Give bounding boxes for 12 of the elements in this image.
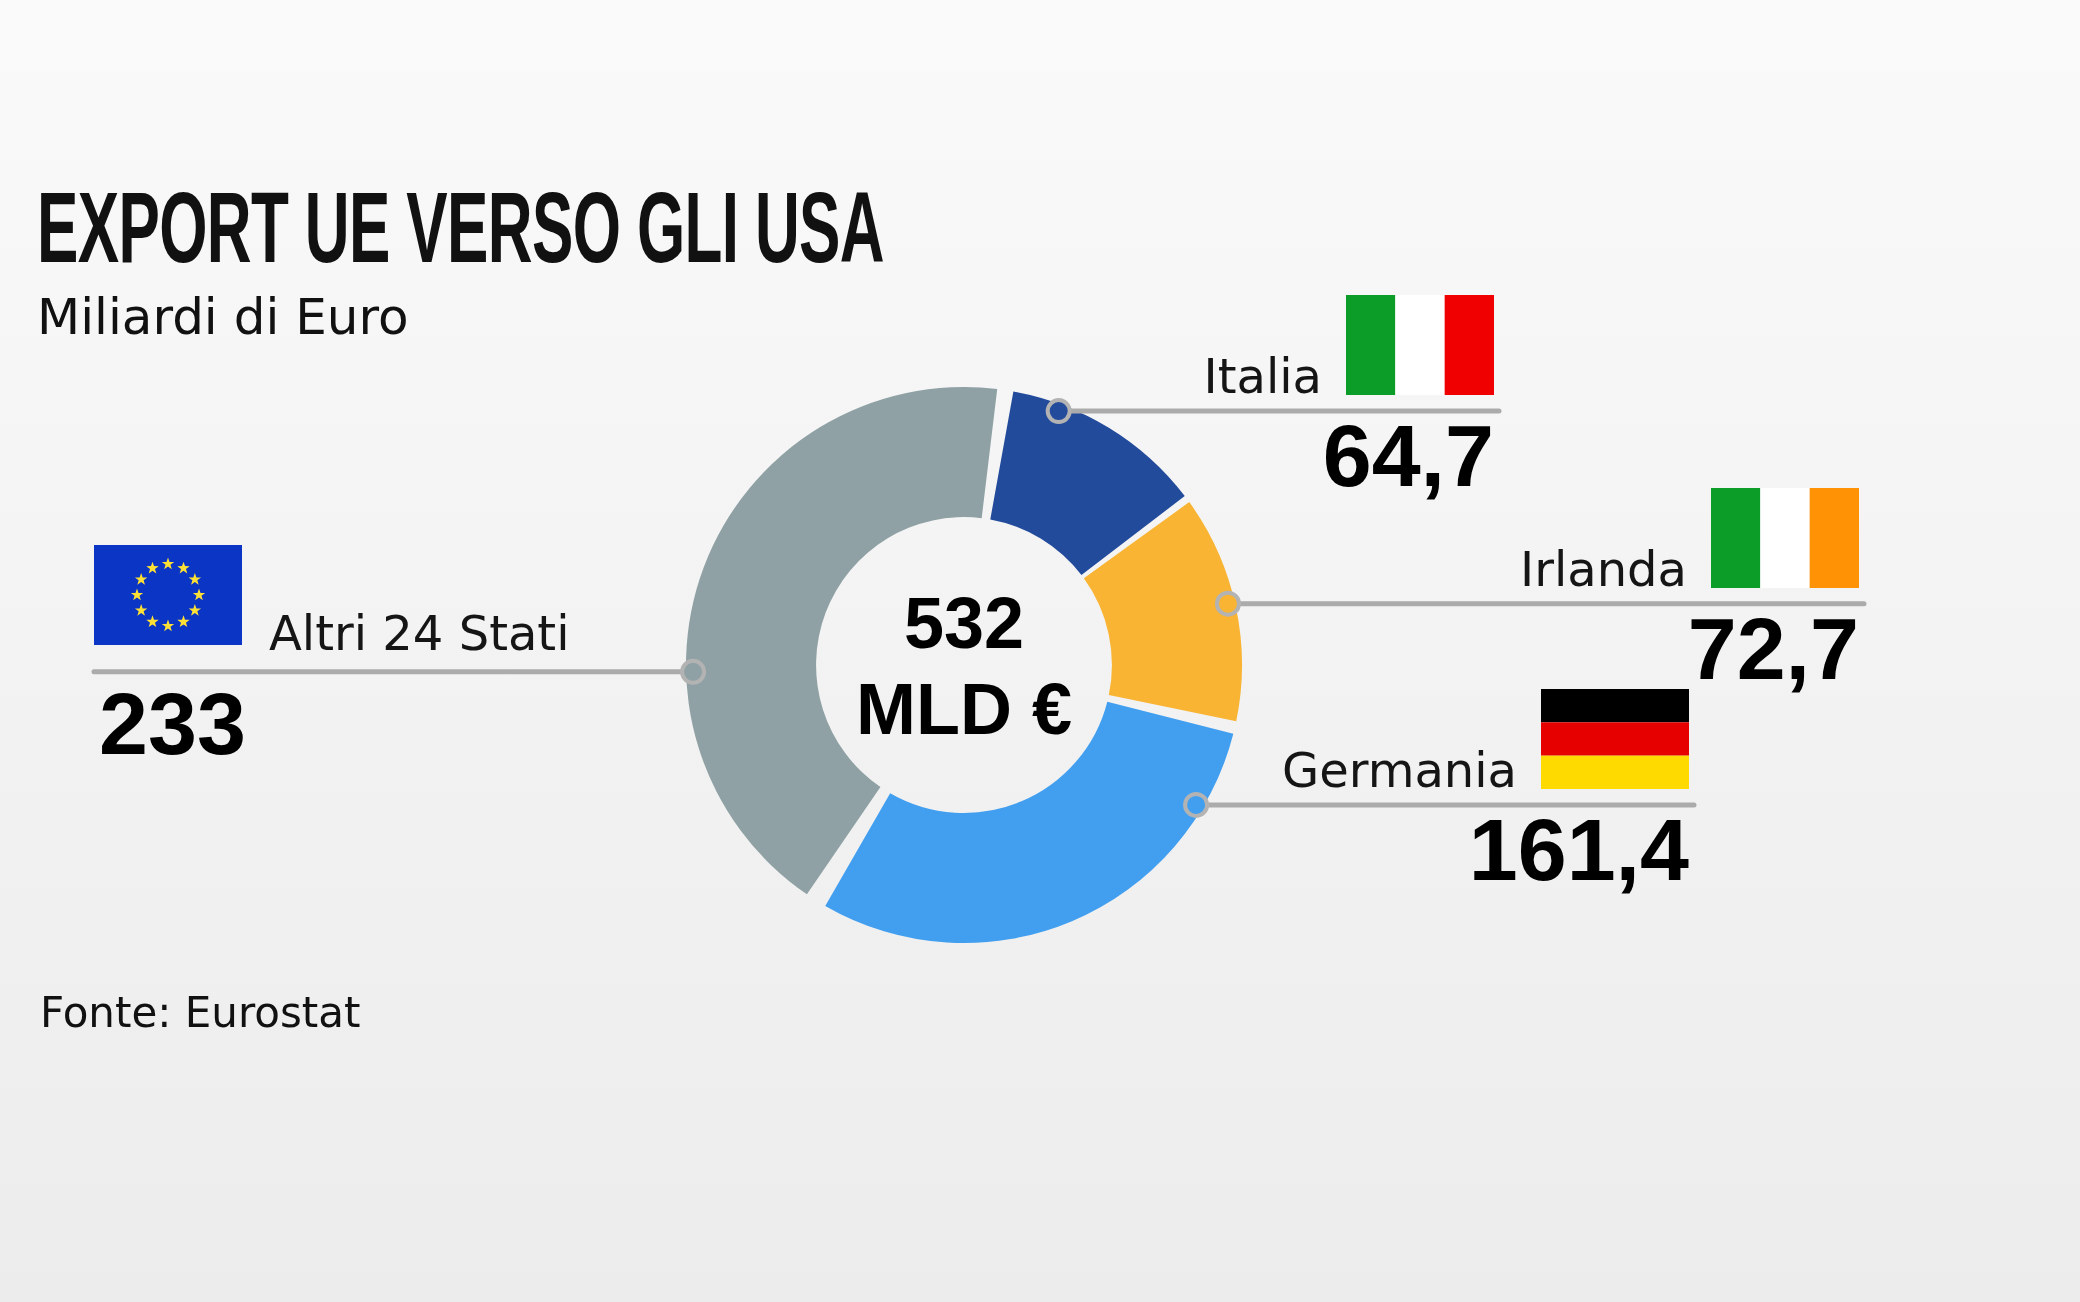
chart-subtitle: Miliardi di Euro [37,288,409,346]
data-label: 64,7 [1322,406,1494,506]
source-note: Fonte: Eurostat [40,988,361,1037]
text: 532 MLD € [856,583,1072,749]
slice-label: Germania [1282,741,1517,798]
slice-label: Italia [1203,348,1322,405]
slice-label: Irlanda [1520,540,1687,597]
data-label: 72,7 [1687,598,1859,698]
slice-label: Altri 24 Stati [269,604,570,661]
chart-title: EXPORT UE VERSO GLI USA [37,170,884,285]
data-label: 233 [99,673,246,773]
data-label: 161,4 [1468,799,1690,899]
